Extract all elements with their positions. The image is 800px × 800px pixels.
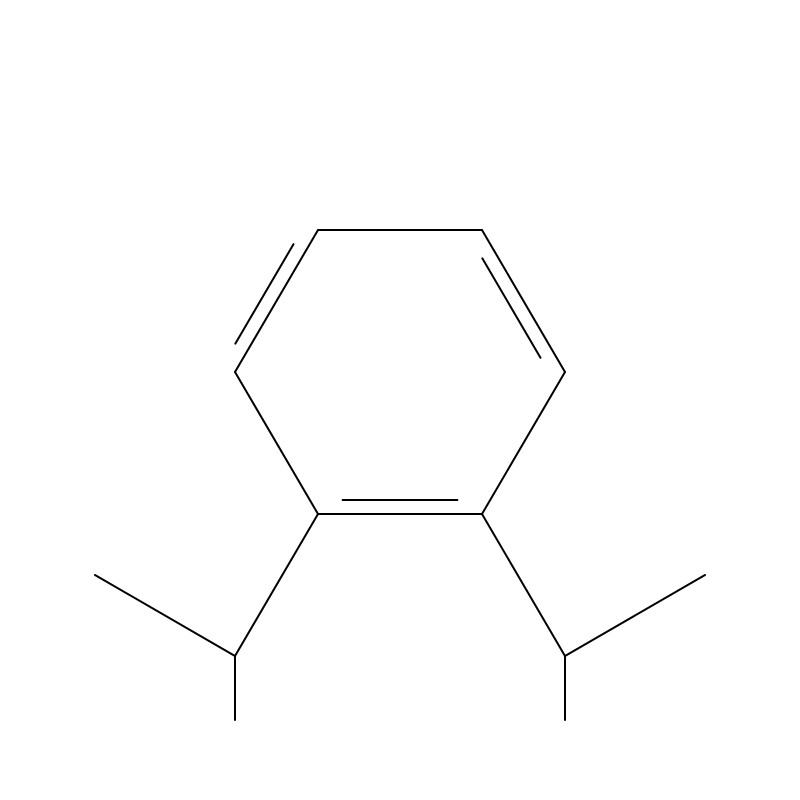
bonds-group (95, 230, 705, 720)
molecule-diagram (0, 0, 800, 800)
